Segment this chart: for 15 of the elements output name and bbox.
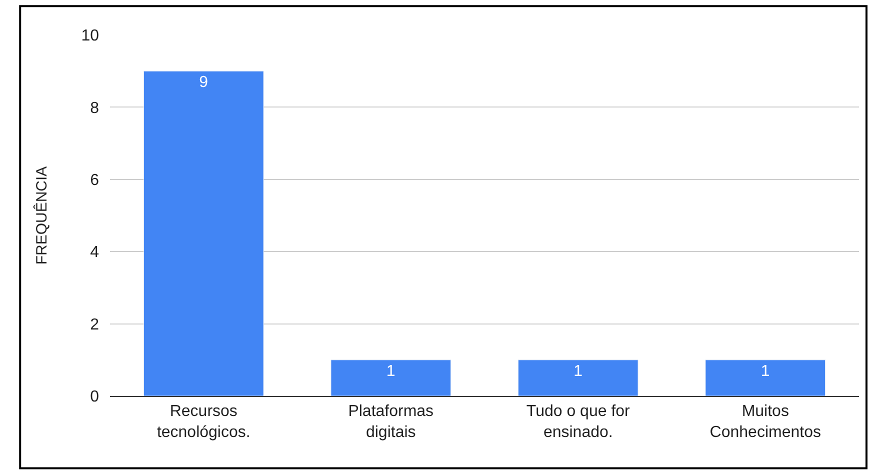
data-label: 1 [574,362,583,380]
y-axis-title: FREQUÊNCIA [32,166,50,265]
y-tick-label: 4 [90,244,100,262]
x-tick-label: Recursos tecnológicos. [156,403,250,441]
x-tick-label: Plataformas digitais [348,403,434,441]
y-tick-label: 10 [81,28,100,45]
data-label: 9 [199,74,208,92]
x-tick-label: Muitos Conhecimentos [710,403,821,441]
y-tick-label: 2 [90,316,100,334]
y-tick-label: 0 [90,388,100,406]
data-label: 1 [760,362,770,380]
x-tick-label: Tudo o que for ensinado. [526,403,631,441]
data-label: 1 [386,362,396,380]
y-tick-label: 8 [90,100,100,117]
y-tick-label: 6 [90,172,100,189]
